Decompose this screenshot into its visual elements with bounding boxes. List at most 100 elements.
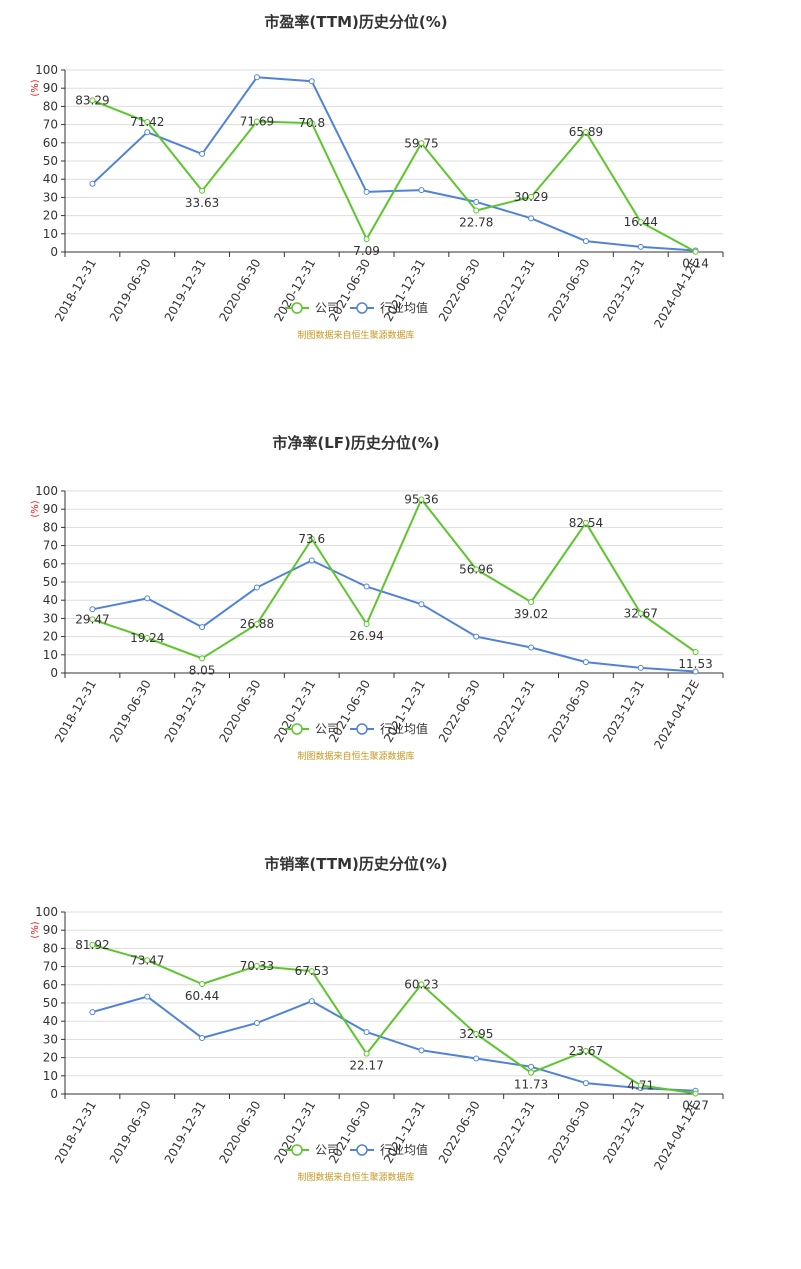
company-point [528, 598, 535, 605]
company-data-label: 71.42 [130, 115, 164, 129]
industry-point [144, 595, 151, 602]
y-tick-label: 10 [43, 227, 58, 241]
industry-point [144, 993, 151, 1000]
company-point [363, 1050, 370, 1057]
industry-point [253, 1020, 260, 1027]
company-point [253, 118, 260, 125]
pb-lf-chart: 市净率(LF)历史分位(%) 0 10 20 30 40 50 60 70 80 90 100 (%) 2… [0, 421, 801, 842]
x-tick-label: 2018-12-31 [52, 257, 99, 324]
company-point [473, 207, 480, 214]
company-point [528, 193, 535, 200]
y-tick-label: 0 [50, 666, 58, 680]
x-tick-label: 2024-04-12E [651, 678, 702, 752]
company-data-label: 0.27 [682, 1099, 709, 1113]
y-axis-label: (%) [30, 500, 41, 517]
y-tick-label: 70 [43, 539, 58, 553]
company-data-label: 65.89 [569, 125, 603, 139]
company-data-label: 19.24 [130, 631, 164, 645]
ps-ttm-chart: 市销率(TTM)历史分位(%) 0 10 20 30 40 50 60 70 80 90 100 (%)… [0, 842, 801, 1263]
company-point [637, 1082, 644, 1089]
chart-title: 市销率(TTM)历史分位(%) [264, 855, 447, 873]
y-tick-label: 80 [43, 520, 58, 534]
company-series-line [92, 99, 697, 253]
y-tick-label: 50 [43, 575, 58, 589]
y-tick-label: 90 [43, 923, 58, 937]
company-series-line [92, 498, 697, 660]
industry-point [637, 243, 644, 250]
company-data-label: 7.09 [353, 244, 380, 258]
company-series-line [92, 943, 696, 1095]
y-tick-label: 50 [43, 154, 58, 168]
legend-industry-label: 行业均值 [380, 721, 428, 736]
company-data-label: 73.47 [130, 953, 164, 967]
y-tick-label: 10 [43, 1069, 58, 1083]
y-tick-label: 20 [43, 1051, 58, 1065]
x-tick-label: 2018-12-31 [52, 678, 99, 745]
legend-company-marker [291, 1144, 303, 1156]
company-point [692, 1090, 699, 1097]
company-data-label: 11.53 [678, 657, 712, 671]
company-data-label: 95.36 [404, 492, 438, 506]
industry-point [418, 601, 425, 608]
y-tick-label: 60 [43, 978, 58, 992]
company-point [692, 649, 699, 656]
industry-point [473, 633, 480, 640]
industry-series-line [92, 995, 696, 1092]
company-data-label: 73.6 [298, 532, 325, 546]
x-tick-label: 2023-12-31 [600, 1099, 647, 1166]
company-data-label: 22.17 [349, 1059, 383, 1073]
company-point [89, 616, 96, 623]
industry-point [199, 624, 206, 631]
chart-title: 市净率(LF)历史分位(%) [272, 434, 439, 452]
company-data-label: 71.69 [240, 115, 274, 129]
ps-ttm-chart-svg: 市销率(TTM)历史分位(%) 0 10 20 30 40 50 60 70 80 90 100 (%)… [30, 855, 724, 1183]
company-data-label: 26.94 [349, 629, 383, 643]
y-tick-label: 20 [43, 630, 58, 644]
company-point [89, 97, 96, 104]
y-tick-label: 40 [43, 172, 58, 186]
y-tick-label: 30 [43, 611, 58, 625]
industry-point [418, 187, 425, 194]
company-data-label: 59.75 [404, 136, 438, 150]
company-point [637, 219, 644, 226]
industry-point [692, 668, 699, 675]
source-note: 制图数据来自恒生聚源数据库 [297, 329, 414, 341]
company-point [308, 120, 315, 127]
y-tick-label: 10 [43, 648, 58, 662]
pb-lf-chart-svg: 市净率(LF)历史分位(%) 0 10 20 30 40 50 60 70 80 90 100 (%) 2… [30, 434, 724, 762]
industry-point [418, 1047, 425, 1054]
y-tick-label: 100 [35, 484, 58, 498]
x-tick-label: 2023-12-31 [600, 678, 647, 745]
company-data-label: 81.92 [75, 938, 109, 952]
legend-company-label: 公司 [315, 301, 339, 315]
company-data-label: 67.53 [295, 964, 329, 978]
industry-point [253, 74, 260, 81]
company-data-label: 26.88 [240, 617, 274, 631]
y-tick-label: 100 [35, 905, 58, 919]
industry-point [473, 1055, 480, 1062]
y-tick-label: 90 [43, 502, 58, 516]
x-tick-label: 2019-12-31 [162, 1099, 209, 1166]
company-data-label: 56.96 [459, 562, 493, 576]
legend-industry-marker [356, 1144, 368, 1156]
legend-company-marker [291, 723, 303, 735]
company-point [199, 655, 206, 662]
legend-company-label: 公司 [315, 1143, 339, 1157]
x-tick-label: 2019-12-31 [162, 678, 209, 745]
y-tick-label: 0 [50, 245, 58, 259]
industry-point [308, 998, 315, 1005]
company-data-label: 11.73 [514, 1078, 548, 1092]
y-tick-label: 20 [43, 209, 58, 223]
industry-point [582, 659, 589, 666]
y-tick-label: 80 [43, 99, 58, 113]
y-axis-label: (%) [30, 79, 41, 96]
company-data-label: 70.33 [240, 959, 274, 973]
company-point [144, 957, 151, 964]
industry-point [528, 215, 535, 222]
pe-ttm-chart-svg: 市盈率(TTM)历史分位(%) 0 10 20 30 40 50 60 70 80 90 100 (%)… [30, 13, 724, 341]
company-point [144, 119, 151, 126]
industry-point [363, 188, 370, 195]
company-data-label: 60.44 [185, 989, 219, 1003]
source-note: 制图数据来自恒生聚源数据库 [297, 1171, 414, 1183]
industry-point [144, 129, 151, 136]
